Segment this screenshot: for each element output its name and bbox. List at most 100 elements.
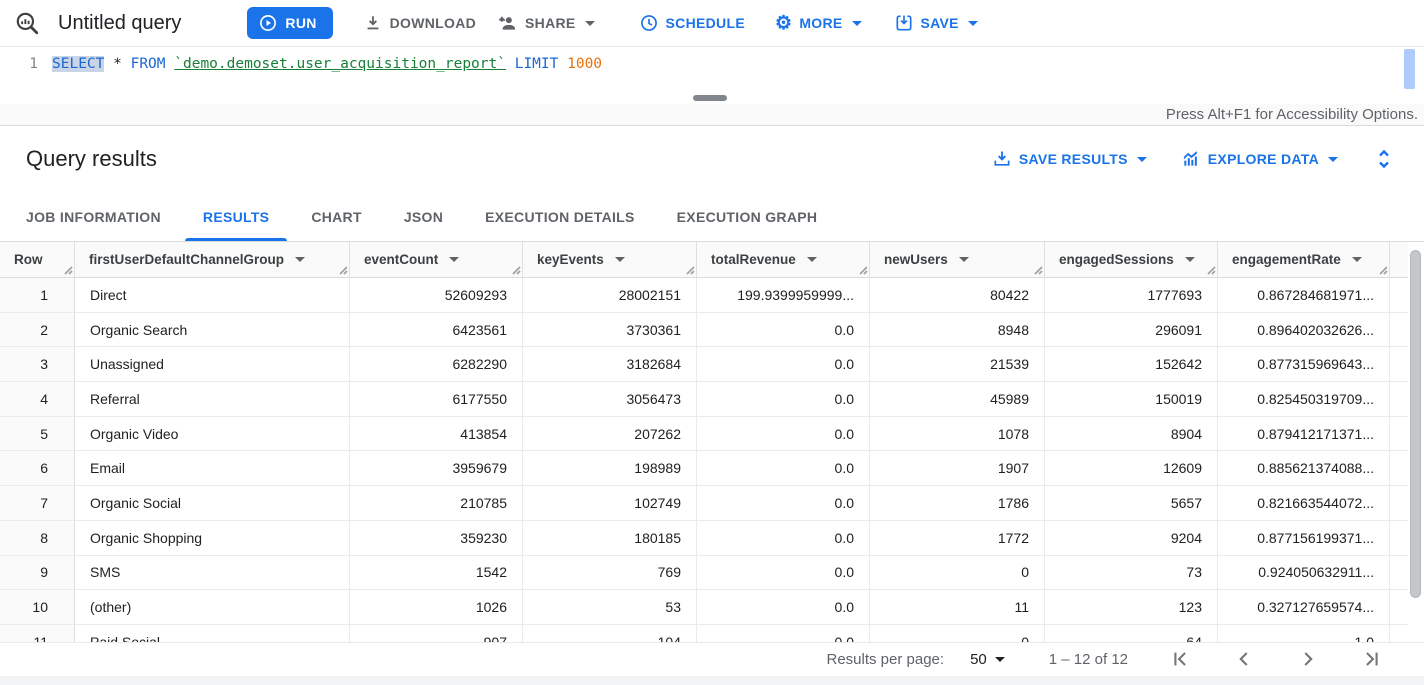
table-cell[interactable]: 0.877315969643... bbox=[1218, 347, 1390, 382]
table-cell[interactable]: 11 bbox=[870, 590, 1045, 624]
table-cell[interactable]: 907 bbox=[350, 624, 523, 642]
table-scrollbar-track[interactable] bbox=[1408, 242, 1424, 642]
table-cell[interactable]: Organic Video bbox=[75, 416, 350, 451]
column-menu-icon[interactable] bbox=[449, 257, 460, 262]
table-cell[interactable]: 0.825450319709... bbox=[1218, 382, 1390, 416]
table-cell[interactable]: 0.0 bbox=[697, 590, 870, 624]
table-cell[interactable]: 80422 bbox=[870, 278, 1045, 312]
save-results-button[interactable]: SAVE RESULTS bbox=[992, 149, 1147, 169]
table-cell[interactable]: 769 bbox=[523, 555, 697, 590]
editor-scrollbar[interactable] bbox=[1404, 49, 1415, 89]
table-cell[interactable]: Unassigned bbox=[75, 347, 350, 382]
table-cell[interactable]: 45989 bbox=[870, 382, 1045, 416]
table-cell[interactable]: 0.0 bbox=[697, 347, 870, 382]
table-cell[interactable]: Organic Shopping bbox=[75, 520, 350, 555]
table-cell[interactable]: 0.0 bbox=[697, 416, 870, 451]
table-cell[interactable]: 198989 bbox=[523, 451, 697, 486]
explore-data-button[interactable]: EXPLORE DATA bbox=[1181, 149, 1338, 169]
row-number-cell[interactable]: 1 bbox=[0, 278, 75, 312]
row-number-cell[interactable]: 11 bbox=[0, 624, 75, 642]
table-cell[interactable]: 28002151 bbox=[523, 278, 697, 312]
row-number-cell[interactable]: 4 bbox=[0, 382, 75, 416]
tab-results[interactable]: RESULTS bbox=[184, 192, 288, 241]
table-cell[interactable]: 21539 bbox=[870, 347, 1045, 382]
run-button[interactable]: RUN bbox=[247, 7, 333, 39]
column-resize-handle[interactable] bbox=[338, 265, 348, 275]
table-cell[interactable]: 0.877156199371... bbox=[1218, 520, 1390, 555]
share-button[interactable]: SHARE bbox=[498, 13, 595, 33]
page-size-select[interactable]: 50 bbox=[970, 651, 1005, 668]
last-page-button[interactable] bbox=[1360, 648, 1384, 672]
column-resize-handle[interactable] bbox=[1206, 265, 1216, 275]
table-cell[interactable]: 3182684 bbox=[523, 347, 697, 382]
column-header-keyevents[interactable]: keyEvents bbox=[523, 242, 697, 277]
tab-execution-details[interactable]: EXECUTION DETAILS bbox=[485, 208, 635, 225]
column-resize-handle[interactable] bbox=[858, 265, 868, 275]
row-number-cell[interactable]: 7 bbox=[0, 486, 75, 520]
schedule-button[interactable]: SCHEDULE bbox=[639, 13, 745, 33]
table-cell[interactable]: 359230 bbox=[350, 520, 523, 555]
table-cell[interactable]: 0.896402032626... bbox=[1218, 312, 1390, 347]
column-menu-icon[interactable] bbox=[295, 257, 306, 262]
table-cell[interactable]: 0.0 bbox=[697, 382, 870, 416]
row-number-cell[interactable]: 10 bbox=[0, 590, 75, 624]
table-cell[interactable]: 0.0 bbox=[697, 624, 870, 642]
table-cell[interactable]: Organic Social bbox=[75, 486, 350, 520]
query-title[interactable]: Untitled query bbox=[58, 11, 182, 34]
row-number-cell[interactable]: 6 bbox=[0, 451, 75, 486]
table-cell[interactable]: Direct bbox=[75, 278, 350, 312]
tab-job-information[interactable]: JOB INFORMATION bbox=[26, 208, 161, 225]
table-cell[interactable]: 413854 bbox=[350, 416, 523, 451]
expand-panel-button[interactable] bbox=[1372, 147, 1396, 171]
table-cell[interactable]: 73 bbox=[1045, 555, 1218, 590]
table-cell[interactable]: 0 bbox=[870, 624, 1045, 642]
table-cell[interactable]: 6177550 bbox=[350, 382, 523, 416]
table-cell[interactable]: 52609293 bbox=[350, 278, 523, 312]
table-cell[interactable]: Paid Social bbox=[75, 624, 350, 642]
column-header-firstuserdefaultchannelgroup[interactable]: firstUserDefaultChannelGroup bbox=[75, 242, 350, 277]
tab-chart[interactable]: CHART bbox=[311, 208, 362, 225]
table-cell[interactable]: 0.867284681971... bbox=[1218, 278, 1390, 312]
table-cell[interactable]: 5657 bbox=[1045, 486, 1218, 520]
column-resize-handle[interactable] bbox=[685, 265, 695, 275]
table-cell[interactable]: SMS bbox=[75, 555, 350, 590]
table-cell[interactable]: 0.0 bbox=[697, 555, 870, 590]
column-menu-icon[interactable] bbox=[806, 257, 817, 262]
table-cell[interactable]: 1772 bbox=[870, 520, 1045, 555]
prev-page-button[interactable] bbox=[1232, 648, 1256, 672]
table-cell[interactable]: 0.0 bbox=[697, 451, 870, 486]
table-cell[interactable]: 1542 bbox=[350, 555, 523, 590]
table-cell[interactable]: 150019 bbox=[1045, 382, 1218, 416]
table-cell[interactable]: 0.924050632911... bbox=[1218, 555, 1390, 590]
table-cell[interactable]: 3730361 bbox=[523, 312, 697, 347]
table-cell[interactable]: Organic Search bbox=[75, 312, 350, 347]
table-cell[interactable]: 210785 bbox=[350, 486, 523, 520]
row-number-cell[interactable]: 3 bbox=[0, 347, 75, 382]
table-cell[interactable]: 6282290 bbox=[350, 347, 523, 382]
column-header-row[interactable]: Row bbox=[0, 242, 75, 277]
column-resize-handle[interactable] bbox=[63, 265, 73, 275]
next-page-button[interactable] bbox=[1296, 648, 1320, 672]
table-cell[interactable]: 102749 bbox=[523, 486, 697, 520]
column-header-eventcount[interactable]: eventCount bbox=[350, 242, 523, 277]
table-cell[interactable]: (other) bbox=[75, 590, 350, 624]
more-button[interactable]: ⚙ MORE bbox=[775, 14, 862, 33]
save-button[interactable]: SAVE bbox=[894, 13, 978, 33]
table-cell[interactable]: 1786 bbox=[870, 486, 1045, 520]
table-cell[interactable]: 12609 bbox=[1045, 451, 1218, 486]
column-header-totalrevenue[interactable]: totalRevenue bbox=[697, 242, 870, 277]
table-cell[interactable]: 1.0 bbox=[1218, 624, 1390, 642]
table-cell[interactable]: 64 bbox=[1045, 624, 1218, 642]
column-menu-icon[interactable] bbox=[958, 257, 969, 262]
table-cell[interactable]: 0.0 bbox=[697, 520, 870, 555]
table-cell[interactable]: 104 bbox=[523, 624, 697, 642]
table-cell[interactable]: 207262 bbox=[523, 416, 697, 451]
table-scrollbar-thumb[interactable] bbox=[1410, 250, 1421, 598]
column-menu-icon[interactable] bbox=[614, 257, 625, 262]
sql-table-ref[interactable]: `demo.demoset.user_acquisition_report` bbox=[174, 56, 506, 72]
first-page-button[interactable] bbox=[1168, 648, 1192, 672]
table-cell[interactable]: 0.821663544072... bbox=[1218, 486, 1390, 520]
table-cell[interactable]: 8948 bbox=[870, 312, 1045, 347]
table-cell[interactable]: 0.327127659574... bbox=[1218, 590, 1390, 624]
table-cell[interactable]: 0.0 bbox=[697, 486, 870, 520]
